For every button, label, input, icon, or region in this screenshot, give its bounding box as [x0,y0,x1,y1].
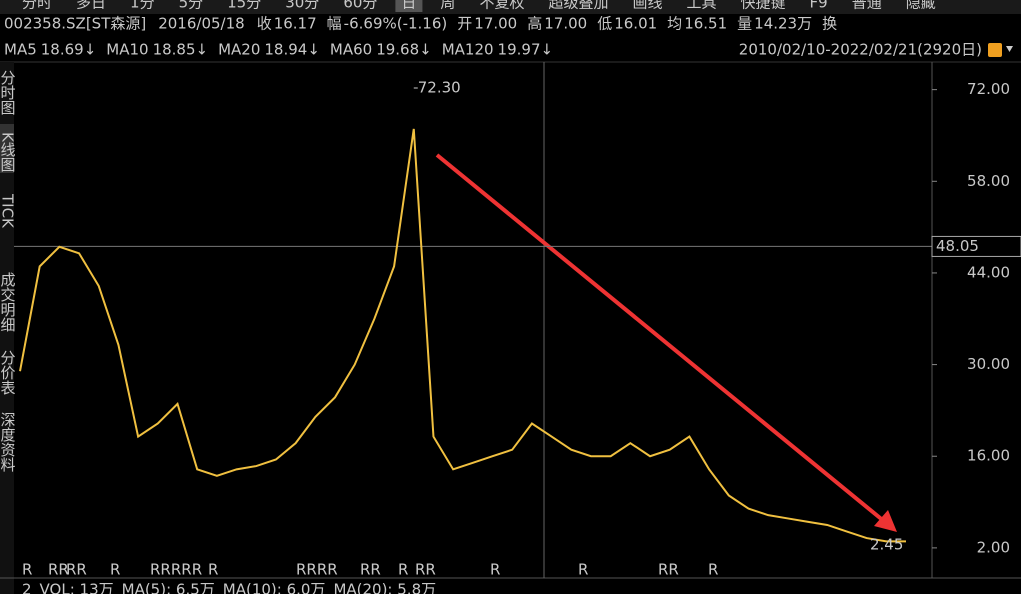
side-tab[interactable]: 分价表 [0,350,17,395]
rights-mark: RR [360,561,381,579]
toolbar-tab[interactable]: 15分 [227,0,261,12]
quote-text: 收 [257,15,272,33]
toolbar-tab[interactable]: 日 [401,0,416,12]
toolbar-tab[interactable]: 5分 [179,0,204,12]
ma-value: 19.68↓ [376,41,432,59]
toolbar-tab[interactable]: 30分 [285,0,319,12]
y-tick-label: 30.00 [967,355,1010,373]
side-tab[interactable]: 分时图 [0,70,17,115]
y-tick-label: 44.00 [967,263,1010,281]
crosshair-box [931,235,1021,257]
side-tab[interactable]: TICK [0,193,17,229]
volume-text: 2 [22,581,32,594]
settings-icon[interactable] [988,43,1002,57]
rights-mark: RR [415,561,436,579]
side-tab[interactable]: 深度资料 [0,412,17,472]
rights-mark: RR [66,561,87,579]
ma-label: MA20 [218,41,260,59]
quote-text: -6.69%(-1.16) [344,15,448,33]
quote-text: 16.51 [684,15,727,33]
ma-label: MA10 [106,41,148,59]
toolbar-tab[interactable]: 1分 [130,0,155,12]
quote-text: 17.00 [474,15,517,33]
volume-text: VOL: 13万 [40,581,114,594]
quote-text: 低 [597,15,612,33]
rights-mark: RR [48,561,69,579]
toolbar-bg [0,0,1021,14]
ma-value: 18.85↓ [153,41,209,59]
toolbar-tab[interactable]: 多日 [76,0,106,12]
y-tick-label: 16.00 [967,447,1010,465]
trend-arrow-head [874,510,897,532]
y-tick-label: 2.00 [977,538,1010,556]
side-tab-active [0,124,14,173]
quote-text: 16.17 [274,15,317,33]
quote-text: 2016/05/18 [158,15,244,33]
quote-text: 高 [527,15,542,33]
toolbar-tab[interactable]: 60分 [343,0,377,12]
toolbar-tab[interactable]: 周 [440,0,455,12]
rights-mark: R [208,561,218,579]
quote-text: 换 [822,15,837,33]
toolbar-tab[interactable]: 快捷键 [741,0,786,12]
volume-text: MA(20): 5.8万 [333,581,436,594]
rights-mark: R [22,561,32,579]
ma-value: 19.97↓ [498,41,554,59]
ma-label: MA5 [4,41,37,59]
quote-text: 均 [667,15,682,33]
quote-text: 14.23万 [754,15,812,33]
toolbar-tab[interactable]: 隐藏 [906,0,936,12]
toolbar-tab[interactable]: 普通 [852,0,882,12]
dropdown-icon[interactable] [1006,46,1013,52]
quote-text: 量 [737,15,752,33]
toolbar-tab[interactable]: 不复权 [479,0,524,12]
ma-value: 18.94↓ [264,41,320,59]
toolbar-tab[interactable]: 工具 [686,0,716,12]
date-range[interactable]: 2010/02/10-2022/02/21(2920日) [739,41,982,59]
rights-mark: R [708,561,718,579]
toolbar-tab[interactable]: 画线 [632,0,662,12]
trend-arrow [435,153,887,524]
volume-text: MA(5): 6.5万 [122,581,215,594]
rights-mark: R [490,561,500,579]
volume-text: MA(10): 6.0万 [223,581,326,594]
rights-mark: RR [658,561,679,579]
y-tick-label: 72.00 [967,80,1010,98]
quote-text: 幅 [327,15,342,33]
min-label: 2.45 [870,535,903,553]
crosshair-label: 48.05 [936,237,979,255]
ma-label: MA60 [330,41,372,59]
ma-value: 18.69↓ [41,41,97,59]
toolbar-tab[interactable]: F9 [810,0,828,12]
toolbar-tab[interactable]: 分时 [22,0,52,12]
active-tab [395,0,423,12]
header-bg [0,14,1021,62]
quote-text: 002358.SZ[ST森源] [4,15,146,33]
quote-text: 16.01 [614,15,657,33]
toolbar-tab[interactable]: 超级叠加 [548,0,608,12]
side-tab[interactable]: K线图 [0,132,17,172]
left-tabs-bg [0,62,14,594]
rights-mark: R [578,561,588,579]
y-tick-label: 58.00 [967,172,1010,190]
quote-text: 开 [457,15,472,33]
ma-label: MA120 [442,41,494,59]
side-tab[interactable]: 成交明细 [0,272,17,332]
rights-mark: R [110,561,120,579]
rights-mark: RRRR [296,561,338,579]
quote-text: 17.00 [544,15,587,33]
rights-mark: RRRRR [150,561,202,579]
max-label: 72.30 [418,79,461,97]
price-line [19,128,906,543]
rights-mark: R [398,561,408,579]
